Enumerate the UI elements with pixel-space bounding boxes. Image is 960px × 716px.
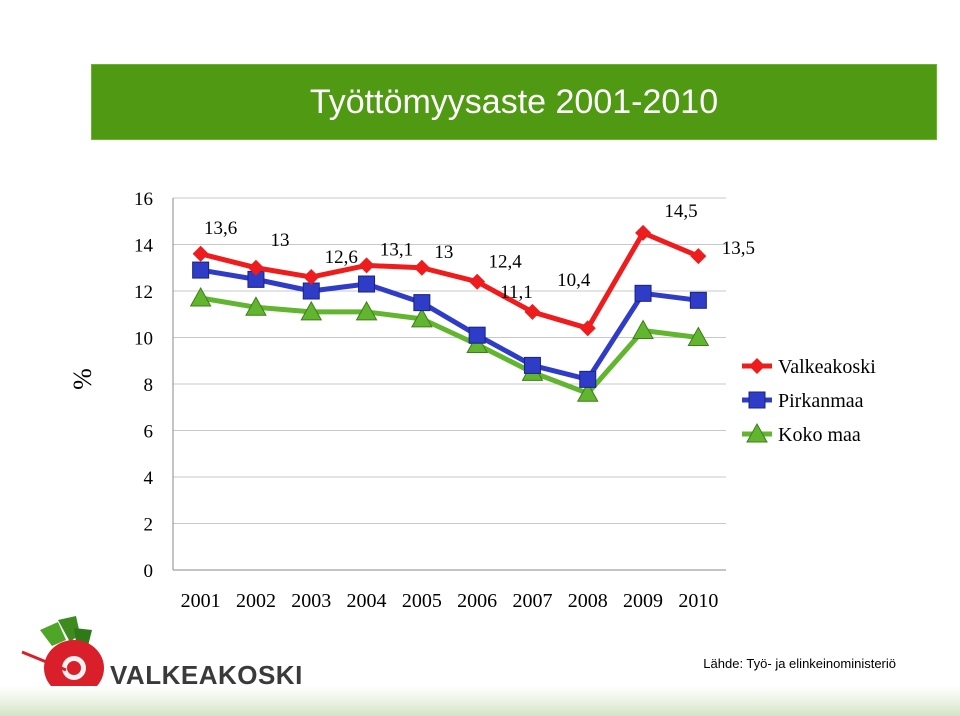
data-point xyxy=(413,294,431,312)
y-tick-label: 2 xyxy=(144,515,154,536)
data-point xyxy=(300,300,323,321)
legend-label: Koko maa xyxy=(778,424,861,446)
data-point xyxy=(469,273,486,290)
data-point xyxy=(247,259,264,276)
data-label: 10,4 xyxy=(557,270,591,291)
x-tick-label: 2006 xyxy=(457,590,497,612)
data-label: 14,5 xyxy=(664,201,697,222)
data-point xyxy=(358,257,375,274)
data-point xyxy=(690,248,707,265)
y-tick-label: 12 xyxy=(134,282,153,303)
data-point xyxy=(579,320,596,337)
y-tick-label: 8 xyxy=(144,375,154,396)
series-line xyxy=(200,295,699,396)
bottom-bar xyxy=(0,686,960,716)
data-label: 13 xyxy=(270,230,289,251)
y-tick-label: 10 xyxy=(134,329,153,350)
data-label: 11,1 xyxy=(500,282,533,303)
logo-text: VALKEAKOSKI xyxy=(110,660,303,690)
data-point xyxy=(579,370,597,388)
data-point xyxy=(689,291,707,309)
y-tick-label: 14 xyxy=(134,236,154,257)
x-tick-label: 2007 xyxy=(512,590,552,612)
title-banner: Työttömyysaste 2001-2010 xyxy=(91,64,937,140)
series-line xyxy=(200,267,699,382)
y-tick-label: 4 xyxy=(144,468,154,489)
data-point xyxy=(192,261,210,279)
data-point xyxy=(634,284,652,302)
data-point xyxy=(245,296,267,316)
data-label: 13,5 xyxy=(722,238,755,259)
data-point xyxy=(303,269,320,286)
data-point xyxy=(302,282,320,300)
data-point xyxy=(524,303,541,320)
data-point xyxy=(189,286,212,307)
data-label: 13,6 xyxy=(204,218,237,239)
data-point xyxy=(523,356,541,374)
data-label: 12,4 xyxy=(489,252,523,273)
data-point xyxy=(468,326,486,344)
data-point xyxy=(576,382,599,402)
data-label: 12,6 xyxy=(325,247,358,268)
data-point xyxy=(687,326,710,346)
data-point xyxy=(635,224,652,241)
data-point xyxy=(413,259,430,276)
x-tick-label: 2005 xyxy=(402,590,442,612)
source-note: Lähde: Työ- ja elinkeinoministeriö xyxy=(703,656,896,671)
chart-title: Työttömyysaste 2001-2010 xyxy=(309,83,719,121)
x-tick-label: 2004 xyxy=(347,590,387,612)
y-tick-label: 6 xyxy=(144,422,154,443)
legend-label: Valkeakoski xyxy=(778,356,876,378)
series-line xyxy=(200,230,700,331)
valkeakoski-logo-icon xyxy=(21,616,104,696)
x-tick-label: 2003 xyxy=(291,590,331,612)
data-point xyxy=(632,319,654,340)
x-tick-label: 2002 xyxy=(236,590,276,612)
data-point xyxy=(355,300,378,321)
x-tick-label: 2001 xyxy=(181,590,221,612)
x-tick-label: 2010 xyxy=(678,590,718,612)
data-label: 13 xyxy=(434,242,453,263)
data-point xyxy=(748,391,766,409)
y-tick-label: 16 xyxy=(134,189,153,210)
y-tick-label: 0 xyxy=(144,561,154,582)
data-point xyxy=(411,307,433,328)
x-tick-label: 2008 xyxy=(568,590,608,612)
data-label: 13,1 xyxy=(380,239,413,260)
data-point xyxy=(749,358,765,374)
data-point xyxy=(746,422,768,443)
data-point xyxy=(192,245,209,262)
x-tick-label: 2009 xyxy=(623,590,663,612)
legend-label: Pirkanmaa xyxy=(778,390,864,412)
data-point xyxy=(358,275,376,293)
